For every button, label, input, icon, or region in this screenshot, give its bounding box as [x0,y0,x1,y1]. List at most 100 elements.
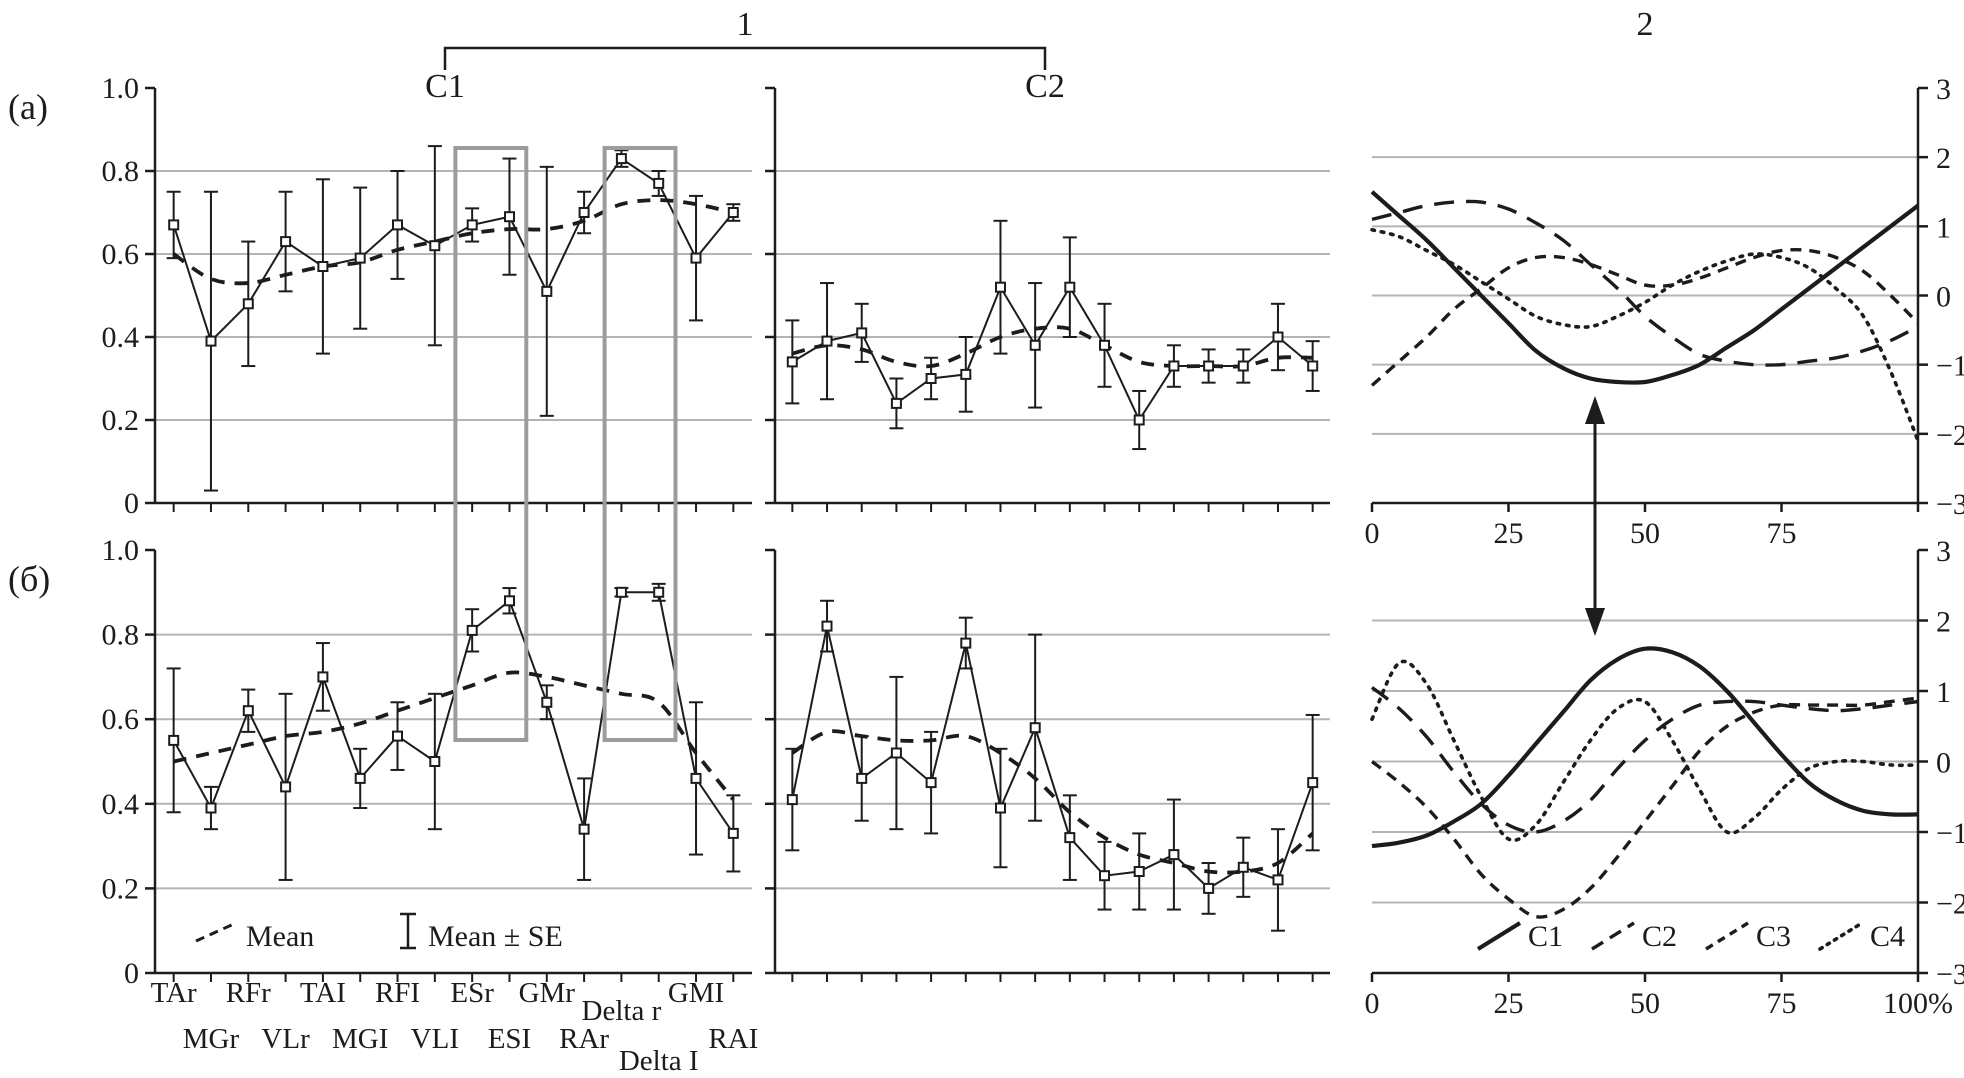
data-point-marker [1307,360,1319,372]
series-line [791,625,1314,890]
data-point-marker [317,671,329,683]
data-point-marker [466,624,478,636]
data-point-marker [856,327,868,339]
data-point-marker [504,595,515,607]
y-tick-label: 1 [1936,211,1951,244]
data-point-marker [960,637,972,649]
x-tick-label: 50 [1630,517,1660,550]
data-point-marker [615,586,627,598]
data-point-marker [786,794,798,806]
y-tick-label: 0 [1936,281,1951,314]
x-category-label: ESr [450,977,494,1009]
data-point-marker [925,777,937,789]
panel-a-right: −3 −2 −1 0 1 2 3 0 25 50 75 [1365,73,1964,550]
x-category-label: GMr [519,977,576,1009]
legend-label-C4: C4 [1870,920,1905,953]
arrow-down-head [1585,608,1605,636]
y-tick-label: 2 [1936,606,1951,639]
data-point-marker [690,252,702,264]
data-point-marker [1272,331,1284,343]
x-tick-label: 0 [1365,987,1380,1020]
data-point-marker [541,696,553,708]
data-point-marker [392,219,403,231]
y-tick-label: −1 [1936,817,1964,850]
curve-C3 [1370,247,1920,387]
arrow-up-head [1585,396,1605,424]
data-point-marker [856,772,868,784]
x-category-label: RFI [375,977,420,1009]
x-category-label: ESI [488,1023,532,1055]
x-tick-label: 0 [1365,517,1380,550]
legend-sample-C3 [1705,921,1749,951]
data-point-marker [727,827,739,839]
curve-C1 [1371,646,1919,849]
stats-legend: Mean Mean ± SE [195,912,563,953]
y-tick-label: −1 [1936,350,1964,383]
curve-C2 [1370,686,1919,834]
y-tick-label: 0.6 [102,238,140,271]
mean-trend-line [172,198,734,286]
x-category-label: RAI [708,1023,758,1055]
cluster-c2-label: C2 [1025,68,1065,105]
data-point-marker [242,705,254,717]
legend-label-C2: C2 [1642,920,1677,953]
y-tick-label: −3 [1936,488,1964,521]
data-point-marker [653,586,665,598]
data-point-marker [960,368,972,380]
legend-sample-C1 [1476,921,1522,951]
mean-trend-line [173,670,735,801]
data-point-marker [1168,849,1180,861]
data-point-marker [1237,861,1249,873]
curve-C4 [1370,228,1920,443]
x-tick-label: 50 [1630,987,1660,1020]
data-point-marker [168,219,180,231]
series-line [791,284,1314,423]
data-point-marker [1064,832,1076,844]
data-point-marker [1237,360,1249,372]
y-tick-label: 2 [1936,142,1951,175]
y-tick-label: 1.0 [102,72,140,105]
data-point-marker [890,747,902,759]
row-b-label: (б) [8,559,51,599]
data-point-marker [392,730,403,742]
x-tick-label: 75 [1767,987,1797,1020]
panel-b-mid [765,548,1330,982]
x-category-label: VLI [411,1023,459,1055]
data-point-marker [1203,882,1215,894]
y-tick-label: 0 [124,957,139,990]
data-point-marker [578,207,590,218]
y-tick-label: 0 [124,487,139,520]
panel-a-mid [765,86,1330,512]
y-tick-label: 0.8 [102,155,140,188]
y-tick-label: −2 [1936,419,1964,452]
y-tick-label: 3 [1936,535,1951,568]
legend-sample-C4 [1818,921,1864,951]
x-category-label: MGr [183,1023,240,1055]
highlight-box [602,146,678,742]
data-point-marker [821,620,833,632]
data-point-marker [1168,360,1180,372]
data-point-marker [168,734,180,746]
data-point-marker [890,397,902,409]
panel-b-right: −3 −2 −1 0 1 2 3 0 25 50 75 100% C1 C2 C3 C4 [1365,535,1964,1020]
data-point-marker [205,335,217,347]
y-tick-label: 1.0 [102,534,140,567]
y-tick-label: 0.4 [102,788,140,821]
panel-a-left: 0 0.2 0.4 0.6 0.8 1.0 [102,72,752,520]
data-point-marker [205,802,217,814]
data-point-marker [995,802,1006,814]
y-tick-label: 1 [1936,676,1951,709]
bracket-group-label: 1 [736,6,754,43]
data-point-marker [1099,870,1110,882]
data-point-marker [727,207,739,218]
row-a-label: (a) [8,87,48,127]
group-bracket [443,46,1047,70]
data-point-marker [354,772,366,784]
data-point-marker [504,211,515,223]
data-point-marker [354,252,366,264]
data-point-marker [1272,874,1284,886]
data-point-marker [541,285,553,297]
curve-C4 [1370,659,1920,842]
y-tick-label: 0.2 [102,872,140,905]
